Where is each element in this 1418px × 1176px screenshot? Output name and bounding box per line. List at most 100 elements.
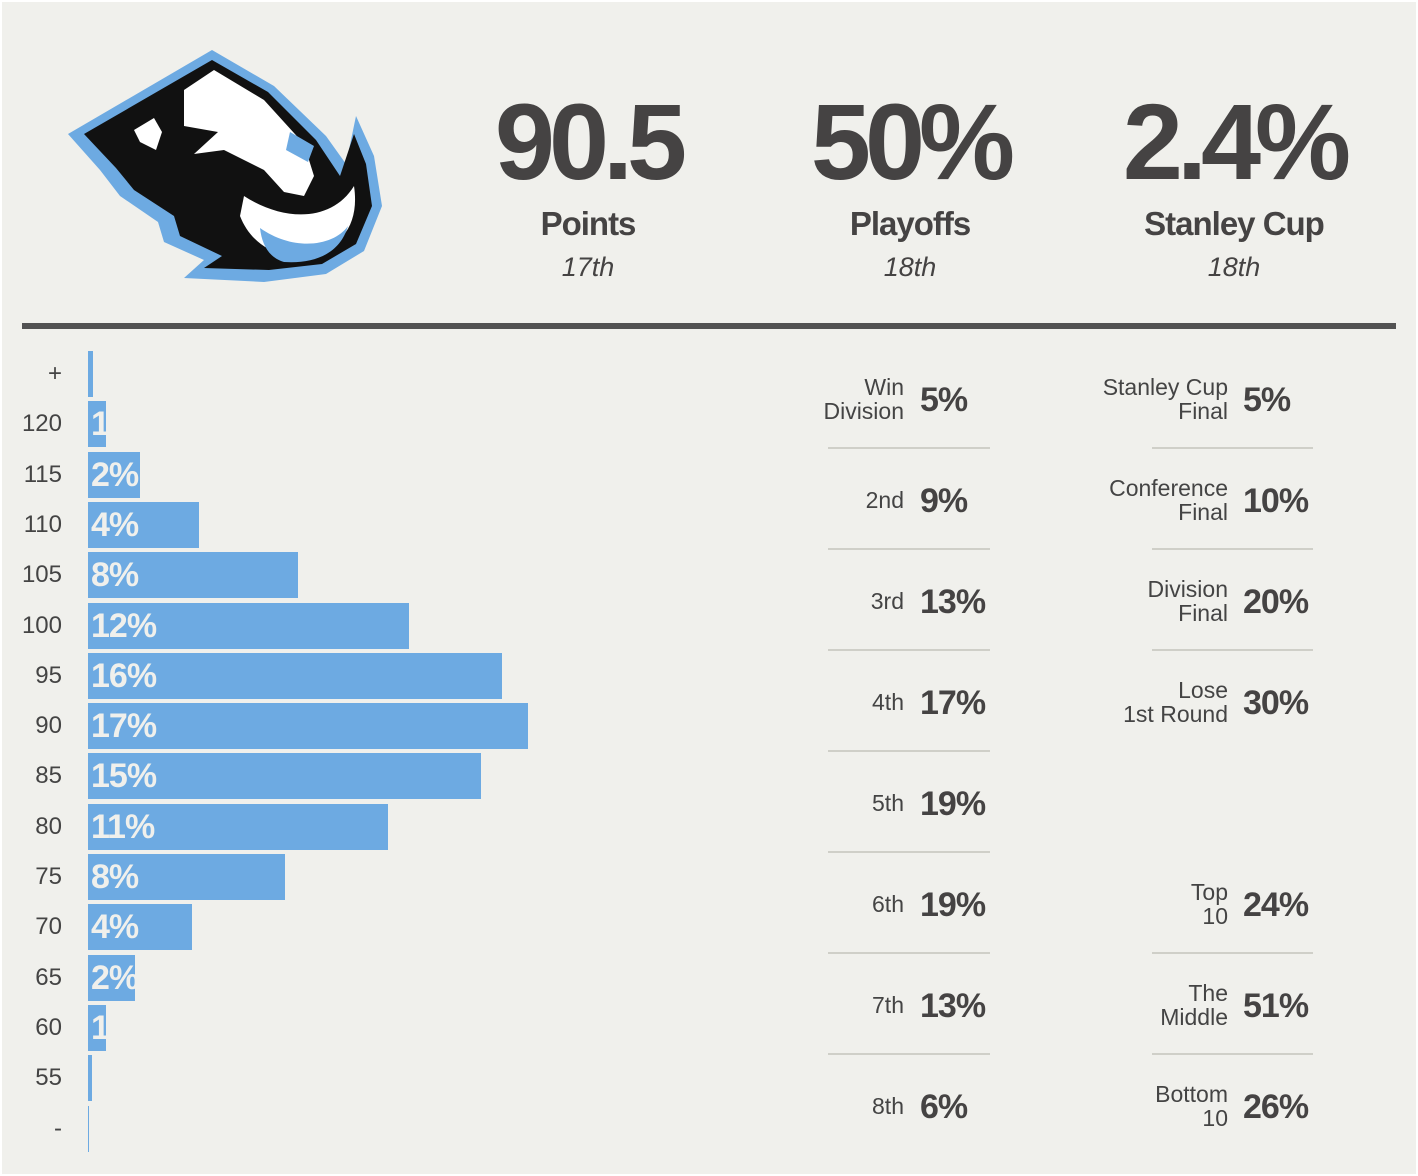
division-finish-row: 7th 13% — [0, 956, 1418, 1057]
row-label: 3rd — [871, 589, 904, 613]
row-label: Win Division — [823, 375, 904, 423]
row-divider — [1152, 548, 1313, 550]
row-divider — [828, 649, 990, 651]
row-label: 4th — [872, 690, 904, 714]
playoffs-label: Playoffs — [849, 205, 971, 242]
row-value: 19% — [920, 886, 986, 924]
row-divider — [1152, 447, 1313, 449]
stat-points: 90.5 Points 17th — [428, 81, 748, 284]
bar: 8% — [88, 552, 298, 599]
row-label-line: Top — [1190, 879, 1228, 905]
cup-label: Stanley Cup — [1144, 205, 1325, 242]
division-finish-row: Win Division 5% — [0, 350, 1418, 451]
row-value: 6% — [920, 1088, 968, 1126]
row-divider — [828, 1053, 990, 1055]
row-label: 8th — [872, 1094, 904, 1118]
row-divider — [828, 548, 990, 550]
playoff-round-row: Conference Final 10% — [0, 451, 1418, 552]
bar-data-label: 17% — [91, 707, 157, 746]
row-label-line: 7th — [872, 992, 904, 1018]
bar-data-label: 11% — [91, 807, 155, 846]
row-label: Division Final — [1147, 577, 1228, 625]
row-value: 13% — [920, 987, 986, 1025]
row-value: 26% — [1243, 1088, 1309, 1126]
row-label-line: Final — [1178, 499, 1228, 525]
bar: 1 — [88, 1004, 107, 1051]
row-label-line: Stanley Cup — [1102, 374, 1228, 400]
row-label: Stanley Cup Final — [1103, 375, 1228, 423]
row-label-line: Division — [823, 398, 904, 424]
bar-data-label: 8% — [91, 556, 139, 595]
row-value: 51% — [1243, 987, 1309, 1025]
row-label: The Middle — [1160, 981, 1228, 1029]
row-value: 9% — [920, 482, 968, 520]
bar-data-label: 15% — [91, 757, 157, 796]
bar: 11% — [88, 803, 389, 850]
row-label-line: Bottom — [1155, 1081, 1228, 1107]
row-label-line: Division — [1147, 576, 1228, 602]
row-value: 30% — [1243, 684, 1309, 722]
bar: 4% — [88, 501, 200, 548]
draft-position-row: Bottom 10 26% — [0, 1057, 1418, 1158]
row-label: 6th — [872, 892, 904, 916]
playoffs-rank: 18th — [883, 252, 937, 282]
row-value: 10% — [1243, 482, 1309, 520]
row-label-line: Lose — [1178, 677, 1228, 703]
row-divider — [828, 447, 990, 449]
y-tick-label: 85 — [35, 762, 62, 790]
row-label-line: Conference — [1109, 475, 1228, 501]
row-label-line: Final — [1178, 398, 1228, 424]
row-label-line: 8th — [872, 1093, 904, 1119]
division-finish-row: 3rd 13% — [0, 552, 1418, 653]
row-divider — [828, 851, 990, 853]
y-tick-label: 105 — [21, 561, 62, 589]
row-label-line: Win — [864, 374, 904, 400]
playoff-round-row: Stanley Cup Final 5% — [0, 350, 1418, 451]
bar-data-label: 16% — [91, 656, 157, 695]
points-value: 90.5 — [494, 81, 687, 202]
playoff-round-row: Division Final 20% — [0, 552, 1418, 653]
draft-position-row: The Middle 51% — [0, 956, 1418, 1057]
playoffs-value: 50% — [810, 81, 1015, 202]
cup-rank: 18th — [1207, 252, 1261, 282]
row-label-line: 10 — [1202, 1105, 1228, 1131]
row-label-line: 5th — [872, 790, 904, 816]
row-label-line: 10 — [1202, 903, 1228, 929]
bar: 17% — [88, 703, 528, 750]
row-divider — [828, 750, 990, 752]
row-value: 13% — [920, 583, 986, 621]
row-label-line: The — [1188, 980, 1228, 1006]
bar — [88, 1105, 90, 1152]
y-tick-label: 115 — [23, 460, 62, 488]
y-tick-label: 55 — [35, 1064, 62, 1092]
row-value: 17% — [920, 684, 986, 722]
y-tick-label: 60 — [35, 1013, 62, 1041]
row-label-line: Middle — [1160, 1004, 1228, 1030]
y-tick-label: 65 — [35, 963, 62, 991]
row-label: Bottom 10 — [1155, 1082, 1228, 1130]
y-tick-label: 100 — [21, 611, 62, 639]
row-label: Conference Final — [1109, 476, 1228, 524]
y-tick-label: 70 — [35, 913, 62, 941]
cup-value: 2.4% — [1122, 81, 1351, 202]
row-label: Lose 1st Round — [1123, 678, 1228, 726]
division-finish-row: 4th 17% — [0, 653, 1418, 754]
bar: 16% — [88, 652, 503, 699]
row-label-line: 1st Round — [1123, 701, 1228, 727]
row-divider — [1152, 649, 1313, 651]
row-label-line: 3rd — [870, 588, 904, 614]
bar: 15% — [88, 753, 482, 800]
row-value: 19% — [920, 785, 986, 823]
division-finish-row: 6th 19% — [0, 855, 1418, 956]
bar: 2% — [88, 451, 140, 498]
row-value: 5% — [920, 381, 968, 419]
bar: 4% — [88, 904, 192, 951]
y-tick-label: 120 — [21, 410, 62, 438]
bar-data-label: 1 — [91, 1008, 107, 1047]
stat-playoffs: 50% Playoffs 18th — [750, 81, 1070, 284]
row-divider — [1152, 1053, 1313, 1055]
division-finish-row: 8th 6% — [0, 1057, 1418, 1158]
row-label-line: 6th — [872, 891, 904, 917]
bar-data-label: 2% — [91, 958, 135, 997]
